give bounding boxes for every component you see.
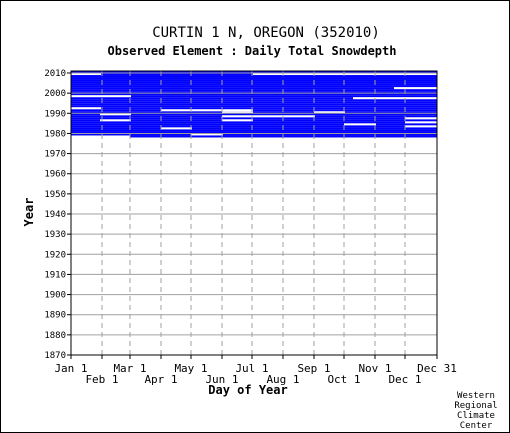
data-bar [71, 83, 437, 86]
data-gap [394, 87, 437, 90]
data-bar [71, 119, 437, 122]
data-bar [71, 99, 437, 102]
data-gap [344, 123, 376, 126]
data-bar [71, 131, 437, 134]
data-bar [71, 75, 437, 78]
data-bar [71, 93, 437, 96]
x-tick-label: Jun 1 [205, 373, 238, 386]
data-gap [71, 73, 101, 76]
data-gap [71, 95, 131, 98]
data-bar [71, 95, 437, 98]
data-gap [253, 73, 437, 76]
y-axis-label: Year [22, 198, 36, 227]
data-bar [71, 123, 437, 126]
data-bar [71, 91, 437, 94]
data-bar [71, 101, 437, 104]
plot-border [70, 70, 438, 356]
x-tick-label: Dec 31 [417, 362, 457, 375]
y-tick-label: 1960 [44, 170, 66, 180]
plot-area: 1870 1880 1890 1900 1910 1920 1930 1940 1950 1960… [44, 69, 457, 386]
x-tick-label: Oct 1 [327, 373, 360, 386]
y-tick-label: 2000 [44, 89, 66, 99]
x-tick-label: Aug 1 [266, 373, 299, 386]
credit-line: Western [457, 391, 495, 401]
data-bar [71, 77, 437, 80]
data-bar [71, 117, 437, 120]
data-gap [100, 119, 131, 122]
y-tick-label: 1940 [44, 210, 66, 220]
data-bar [71, 127, 437, 130]
x-tick-label: Feb 1 [85, 373, 118, 386]
x-tick-label: May 1 [174, 362, 207, 375]
y-tick-label: 1980 [44, 129, 66, 139]
data-gap [405, 121, 437, 124]
data-bar [71, 87, 437, 90]
data-gap [405, 117, 437, 120]
y-tick-label: 1950 [44, 190, 66, 200]
x-tick-label: Jan 1 [54, 362, 87, 375]
data-bar [71, 125, 437, 128]
data-bar [71, 79, 437, 82]
data-bar [71, 129, 437, 132]
y-tick-label: 1920 [44, 250, 66, 260]
data-gap [161, 109, 253, 112]
chart-title: CURTIN 1 N, OREGON (352010) [152, 25, 380, 41]
data-bar [71, 105, 437, 108]
data-gap [100, 113, 131, 116]
data-bar [71, 103, 437, 106]
x-tick-label: Dec 1 [388, 373, 421, 386]
data-gap [71, 107, 101, 110]
y-tick-label: 1900 [44, 291, 66, 301]
y-tick-label: 1880 [44, 331, 66, 341]
x-tick-label: Nov 1 [358, 362, 391, 375]
data-gap [222, 111, 253, 114]
x-axis-label: Day of Year [208, 383, 287, 397]
data-bar [71, 71, 437, 74]
data-gap [405, 125, 437, 128]
data-bar [71, 97, 437, 100]
data-bar [71, 89, 437, 92]
data-gap [191, 133, 223, 136]
y-tick-label: 1990 [44, 109, 66, 119]
credit-block: Western Regional Climate Center [454, 391, 497, 431]
x-tick-label: Sep 1 [297, 362, 330, 375]
chart-subtitle: Observed Element : Daily Total Snowdepth [108, 44, 397, 58]
data-bar [71, 111, 437, 114]
y-tick-label: 1930 [44, 230, 66, 240]
x-tick-label: Apr 1 [144, 373, 177, 386]
credit-line: Regional [454, 401, 497, 411]
data-gap [222, 119, 253, 122]
data-bar [71, 121, 437, 124]
y-tick-label: 1970 [44, 150, 66, 160]
y-tick-label: 2010 [44, 69, 66, 79]
data-gap [314, 111, 345, 114]
data-gap [222, 115, 315, 118]
data-gap [353, 97, 437, 100]
credit-line: Center [460, 421, 493, 431]
data-bar [71, 109, 437, 112]
y-tick-label: 1910 [44, 270, 66, 280]
x-tick-label: Mar 1 [113, 362, 146, 375]
y-tick-label: 1870 [44, 351, 66, 361]
y-tick-label: 1890 [44, 311, 66, 321]
data-bar [71, 133, 437, 136]
x-tick-label: Jul 1 [235, 362, 268, 375]
data-gap [161, 127, 192, 130]
data-bar [71, 81, 437, 84]
data-bar [71, 107, 437, 110]
credit-line: Climate [457, 411, 495, 421]
data-bar [71, 113, 437, 116]
data-bar [71, 85, 437, 88]
